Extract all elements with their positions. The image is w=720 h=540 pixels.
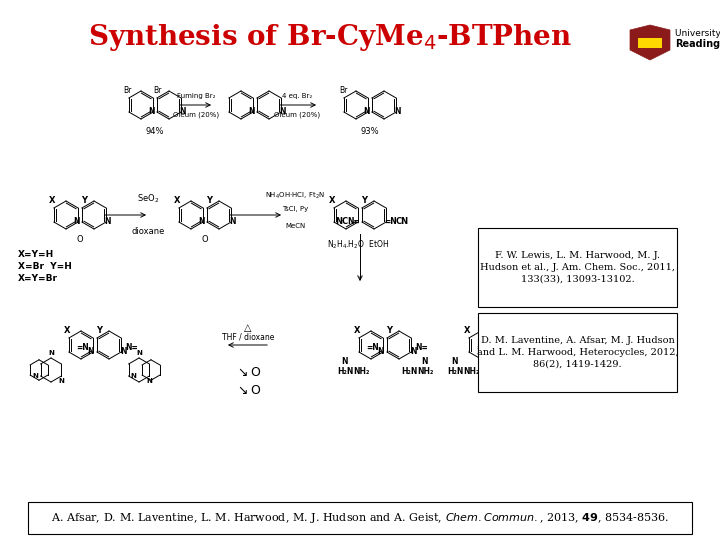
Text: N: N <box>120 348 127 356</box>
Text: THF / dioxane: THF / dioxane <box>222 333 274 342</box>
Text: N: N <box>451 357 458 367</box>
Text: =N: =N <box>477 342 489 352</box>
Text: N=: N= <box>125 342 138 352</box>
Text: X: X <box>328 196 335 205</box>
Text: N: N <box>130 373 137 379</box>
Text: =N: =N <box>366 342 379 352</box>
Text: Y: Y <box>386 326 392 335</box>
Text: N: N <box>88 348 94 356</box>
Text: F. W. Lewis, L. M. Harwood, M. J.
Hudson et al., J. Am. Chem. Soc., 2011,
133(33: F. W. Lewis, L. M. Harwood, M. J. Hudson… <box>480 251 675 284</box>
Text: $\searrow$O: $\searrow$O <box>235 367 261 380</box>
Text: N: N <box>104 218 111 226</box>
Text: N: N <box>148 107 155 117</box>
Text: N: N <box>342 357 348 367</box>
Text: Br: Br <box>124 86 132 95</box>
Text: X=Y=H: X=Y=H <box>18 250 54 259</box>
Text: Y: Y <box>81 196 87 205</box>
Text: N: N <box>422 357 428 367</box>
FancyBboxPatch shape <box>478 313 677 392</box>
Text: X: X <box>354 326 360 335</box>
Text: SeO$_2$: SeO$_2$ <box>137 192 159 205</box>
Text: N: N <box>230 218 236 226</box>
Text: Br: Br <box>153 86 162 95</box>
Text: MeCN: MeCN <box>285 223 305 229</box>
Text: Y: Y <box>496 326 502 335</box>
Text: N: N <box>146 378 153 384</box>
Text: H₂N: H₂N <box>510 368 527 376</box>
Text: X: X <box>464 326 470 335</box>
Text: △: △ <box>244 323 252 333</box>
FancyBboxPatch shape <box>478 228 677 307</box>
Text: Y: Y <box>361 196 367 205</box>
Text: N: N <box>520 348 526 356</box>
Text: N: N <box>179 107 186 117</box>
Text: X=Br  Y=H: X=Br Y=H <box>18 262 72 271</box>
Text: N: N <box>48 350 54 356</box>
Bar <box>638 38 662 48</box>
Text: NH₂: NH₂ <box>353 368 369 376</box>
Text: University of: University of <box>675 30 720 38</box>
Text: Fuming Br₂: Fuming Br₂ <box>176 93 215 99</box>
Text: Reading: Reading <box>675 39 720 49</box>
Text: H₂N: H₂N <box>447 368 463 376</box>
Text: N: N <box>377 348 384 356</box>
Text: NC: NC <box>336 218 348 226</box>
Text: O: O <box>77 235 84 244</box>
Text: N: N <box>32 373 39 379</box>
Text: TsCl, Py: TsCl, Py <box>282 206 308 212</box>
Text: X: X <box>174 196 180 205</box>
Text: 93%: 93% <box>361 127 379 136</box>
Text: =N: =N <box>76 342 89 352</box>
Text: Synthesis of Br-CyMe$_4$-BTPhen: Synthesis of Br-CyMe$_4$-BTPhen <box>88 22 572 53</box>
Text: NH₂: NH₂ <box>417 368 433 376</box>
Text: N: N <box>248 107 255 117</box>
FancyBboxPatch shape <box>28 502 692 534</box>
Text: N: N <box>73 218 80 226</box>
Text: 94%: 94% <box>145 127 164 136</box>
Text: N=: N= <box>415 342 428 352</box>
Text: N: N <box>279 107 286 117</box>
Text: N: N <box>199 218 205 226</box>
Text: CN: CN <box>395 218 409 226</box>
Text: NH$_4$OH·HCl, Ft$_2$N: NH$_4$OH·HCl, Ft$_2$N <box>265 191 325 201</box>
Text: O: O <box>202 235 208 244</box>
Text: H₂N: H₂N <box>337 368 354 376</box>
Text: D. M. Laventine, A. Afsar, M. J. Hudson
and L. M. Harwood, Heterocycles, 2012,
8: D. M. Laventine, A. Afsar, M. J. Hudson … <box>477 336 678 369</box>
Text: Oleum (20%): Oleum (20%) <box>274 111 320 118</box>
Text: N$_2$H$_4$.H$_2$O  EtOH: N$_2$H$_4$.H$_2$O EtOH <box>327 239 389 251</box>
Text: A. Afsar, D. M. Laventine, L. M. Harwood, M. J. Hudson and A. Geist, $\it{Chem. : A. Afsar, D. M. Laventine, L. M. Harwood… <box>51 511 669 525</box>
Text: N: N <box>532 357 539 367</box>
Text: N: N <box>410 348 417 356</box>
Text: $\searrow$O: $\searrow$O <box>235 383 261 396</box>
Text: 4 eq. Br₂: 4 eq. Br₂ <box>282 93 312 99</box>
Text: X=Y=Br: X=Y=Br <box>18 274 58 283</box>
Text: N: N <box>487 348 494 356</box>
Text: Oleum (20%): Oleum (20%) <box>173 111 219 118</box>
Text: N: N <box>58 378 64 384</box>
Text: Br: Br <box>340 86 348 95</box>
Text: Y: Y <box>96 326 102 335</box>
Text: Y: Y <box>206 196 212 205</box>
Polygon shape <box>630 25 670 60</box>
Text: N: N <box>364 107 370 117</box>
Text: H₂N: H₂N <box>401 368 417 376</box>
Text: NH₂: NH₂ <box>527 368 543 376</box>
Text: dioxane: dioxane <box>131 227 165 236</box>
Text: N=: N= <box>347 218 360 226</box>
Text: X: X <box>63 326 70 335</box>
Text: NH₂: NH₂ <box>463 368 480 376</box>
Text: N: N <box>395 107 401 117</box>
Text: N: N <box>136 350 142 356</box>
Text: X: X <box>49 196 55 205</box>
Text: =N: =N <box>384 218 397 226</box>
Text: N=: N= <box>525 342 538 352</box>
